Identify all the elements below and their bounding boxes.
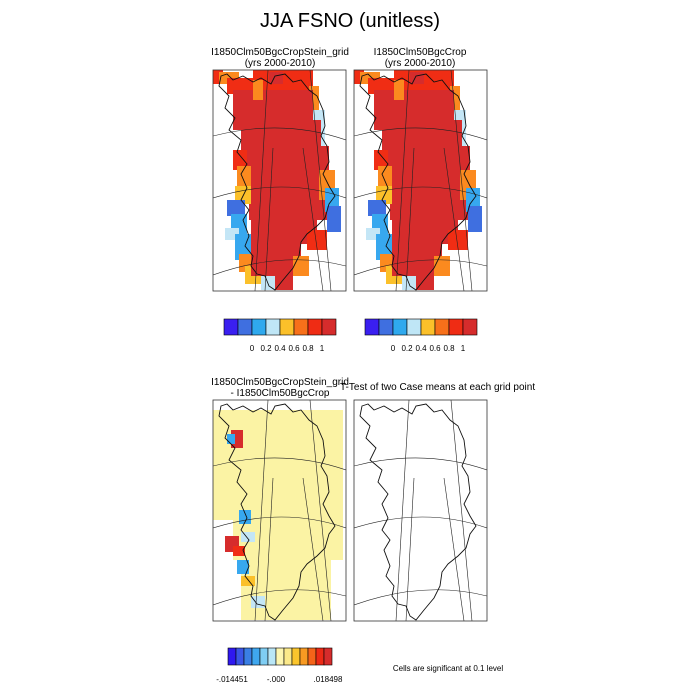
panel-title-top-right: I1850Clm50BgcCrop (yrs 2000-2010) xyxy=(340,47,500,69)
colorbar-swatch xyxy=(420,318,436,336)
colorbar-swatch xyxy=(267,647,277,666)
colorbar-swatch xyxy=(243,647,253,666)
colorbar-tick-label: 0.4 xyxy=(274,344,286,353)
panel-title-bottom-left-line2: - I1850Clm50BgcCrop xyxy=(230,388,330,399)
map-field xyxy=(213,70,341,290)
colorbar-tick-label: 0.2 xyxy=(401,344,413,353)
colorbar-tick-label: .018498 xyxy=(314,675,343,684)
map-panel-top-left xyxy=(212,69,347,292)
map-grid-lines xyxy=(354,400,487,621)
significance-note: Cells are significant at 0.1 level xyxy=(393,664,504,673)
colorbar-tick-label: 0 xyxy=(250,344,255,353)
colorbar-swatch xyxy=(275,647,285,666)
colorbar-tick-label: 1 xyxy=(461,344,466,353)
colorbar-swatch xyxy=(378,318,394,336)
greenland-coastline xyxy=(359,73,477,291)
colorbar-swatch xyxy=(283,647,293,666)
main-title: JJA FSNO (unitless) xyxy=(259,10,441,32)
colorbar-swatch xyxy=(251,318,267,336)
colorbar-tick-label: 1 xyxy=(320,344,325,353)
colorbar-tick-label: 0.4 xyxy=(415,344,427,353)
colorbar-swatch xyxy=(237,318,253,336)
colorbar-swatch xyxy=(227,647,237,666)
colorbar-bottom: -.014451 -.000 .018498 xyxy=(216,647,343,684)
colorbar-swatch xyxy=(293,318,309,336)
colorbar-swatch xyxy=(392,318,408,336)
map-grid-lines xyxy=(213,70,346,291)
panel-title-bottom-right: T-Test of two Case means at each grid po… xyxy=(340,382,536,393)
map-grid-lines xyxy=(354,70,487,291)
colorbar-tick-label: 0 xyxy=(391,344,396,353)
colorbar-tick-label: -.014451 xyxy=(216,675,248,684)
colorbar-swatch xyxy=(406,318,422,336)
colorbar-swatch xyxy=(223,318,239,336)
colorbar-swatch xyxy=(279,318,295,336)
colorbar-swatch xyxy=(265,318,281,336)
panel-title-top-left-line2: (yrs 2000-2010) xyxy=(244,58,316,69)
greenland-coastline xyxy=(218,403,336,621)
colorbar-swatch xyxy=(259,647,269,666)
colorbar-tick-label: -.000 xyxy=(267,675,286,684)
colorbar-swatch xyxy=(321,318,337,336)
panel-title-top-left-line1: I1850Clm50BgcCropStein_grid xyxy=(211,47,349,58)
colorbar-swatch xyxy=(434,318,450,336)
map-field xyxy=(354,70,482,290)
panel-title-top-right-line2: (yrs 2000-2010) xyxy=(384,58,456,69)
map-frame xyxy=(353,69,488,292)
colorbar-tick-label: 0.6 xyxy=(288,344,300,353)
colorbar-swatch xyxy=(323,647,333,666)
colorbar-tick-label: 0.6 xyxy=(429,344,441,353)
map-frame xyxy=(212,399,347,622)
map-frame xyxy=(353,399,488,622)
colorbar-swatch xyxy=(291,647,301,666)
panel-title-bottom-right-line1: T-Test of two Case means at each grid po… xyxy=(340,382,536,393)
panel-title-bottom-left-line1: I1850Clm50BgcCropStein_grid xyxy=(211,377,349,388)
colorbar-swatch xyxy=(307,318,323,336)
colorbar-swatch xyxy=(448,318,464,336)
map-frame xyxy=(212,69,347,292)
greenland-coastline xyxy=(218,73,336,291)
map-grid-lines xyxy=(213,400,346,621)
colorbar-top-right: 0 0.2 0.4 0.6 0.8 1 xyxy=(364,318,478,353)
panel-title-top-right-line1: I1850Clm50BgcCrop xyxy=(373,47,467,58)
map-panel-bottom-left xyxy=(212,399,347,622)
colorbar-swatch xyxy=(307,647,317,666)
colorbar-swatch xyxy=(299,647,309,666)
map-panel-top-right xyxy=(353,69,488,292)
colorbar-swatch xyxy=(251,647,261,666)
colorbar-swatch xyxy=(462,318,478,336)
colorbar-tick-label: 0.8 xyxy=(302,344,314,353)
colorbar-top-left: 0 0.2 0.4 0.6 0.8 1 xyxy=(223,318,337,353)
colorbar-swatch xyxy=(364,318,380,336)
greenland-coastline xyxy=(359,403,477,621)
colorbar-tick-label: 0.2 xyxy=(260,344,272,353)
colorbar-swatch xyxy=(235,647,245,666)
colorbar-swatch xyxy=(315,647,325,666)
colorbar-tick-label: 0.8 xyxy=(443,344,455,353)
panel-title-bottom-left: I1850Clm50BgcCropStein_grid - I1850Clm50… xyxy=(200,377,360,399)
map-panel-bottom-right xyxy=(353,399,488,622)
panel-title-top-left: I1850Clm50BgcCropStein_grid (yrs 2000-20… xyxy=(200,47,360,69)
